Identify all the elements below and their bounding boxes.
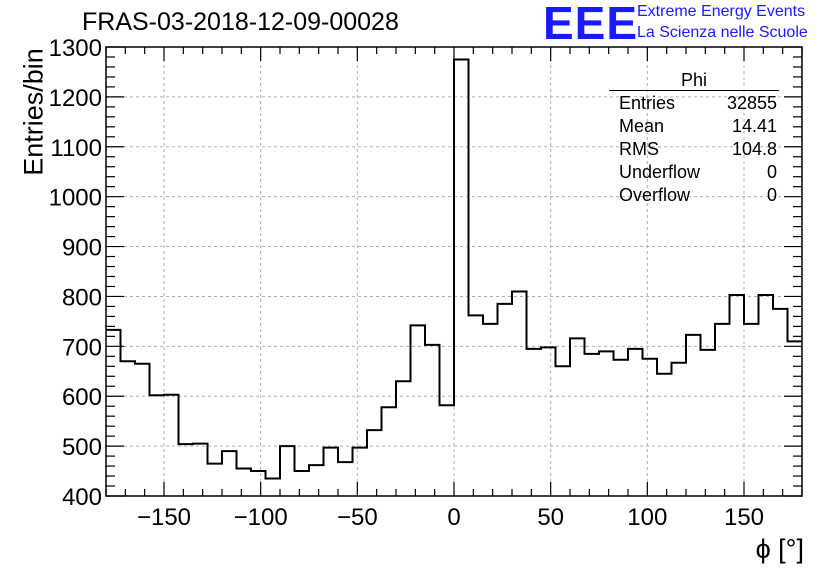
histogram-bin [164,395,179,496]
stats-label: Mean [619,116,665,136]
histogram-bin [527,349,542,496]
histogram-bin [266,479,281,496]
x-axis-label: ϕ [°] [755,534,804,564]
stats-row-underflow: Underflow 0 [609,161,779,184]
histogram-bin [367,430,382,496]
x-tick-label: 0 [447,504,460,531]
histogram-bin [744,324,759,496]
histogram-bin [411,325,426,496]
histogram-bin [295,471,310,496]
histogram-bin [541,347,556,496]
histogram-bin [222,451,237,496]
stats-value: 32855 [726,93,777,113]
histogram-bin [382,407,397,496]
y-axis-label: Entries/bin [18,48,49,176]
y-tick-label: 700 [62,334,102,361]
histogram-bin [483,324,498,496]
y-tick-label: 1300 [49,35,102,62]
histogram-bin [208,464,223,496]
stats-value: 14.41 [731,116,777,136]
y-tick-label: 1200 [49,85,102,112]
stats-label: Entries [619,93,676,113]
histogram-bin [672,363,687,496]
stats-row-entries: Entries 32855 [609,92,779,115]
histogram-bin [599,351,614,496]
histogram-bin [701,350,716,496]
histogram-bin [150,395,165,496]
stats-label: Overflow [619,185,691,205]
histogram-bin [237,469,252,496]
y-tick-label: 400 [62,484,102,511]
histogram-bin [715,324,730,496]
histogram-outline [106,58,802,480]
stats-divider [609,90,779,91]
stats-box: Phi Entries 32855 Mean 14.41 RMS 104.8 U… [609,70,779,207]
tick-labels: −150 −100 −50 0 50 100 150 400 500 600 700 800 900 10… [49,35,764,531]
histogram-bin [251,471,266,496]
histogram-bin [135,364,150,496]
y-tick-label: 800 [62,284,102,311]
histogram-bin [498,304,513,496]
histogram-bin [570,338,585,496]
histogram-bin [556,366,571,496]
histogram-bin [440,405,455,496]
y-tick-label: 1000 [49,185,102,212]
chart-title: FRAS-03-2018-12-09-00028 [82,8,399,36]
x-tick-label: −150 [137,504,191,531]
stats-label: Underflow [619,162,701,182]
histogram-bin [759,295,774,496]
histogram-bin [469,315,484,496]
x-tick-label: 150 [724,504,764,531]
stats-row-overflow: Overflow 0 [609,184,779,207]
eee-logo: EEE [543,0,639,49]
y-tick-label: 1100 [50,135,102,162]
histogram-bin [614,360,629,496]
histogram-bin [657,374,672,496]
histogram-bin [338,462,353,496]
x-tick-label: −50 [337,504,378,531]
stats-value: 0 [766,162,777,182]
stats-row-mean: Mean 14.41 [609,115,779,138]
stats-value: 104.8 [731,139,777,159]
y-tick-label: 900 [62,235,102,262]
histogram-bin [788,341,803,496]
axis-ticks [105,46,803,497]
logo-line-2: La Scienza nelle Scuole [637,24,808,41]
histogram-bin [280,446,295,496]
histogram-bin [512,291,527,496]
histogram-bin [179,444,194,496]
logo-line-1: Extreme Energy Events [637,3,806,20]
x-tick-label: −100 [234,504,288,531]
histogram-bin [396,381,411,496]
x-tick-label: 100 [627,504,667,531]
stats-title: Phi [680,70,707,90]
stats-label: RMS [619,139,659,159]
stats-value: 0 [766,185,777,205]
histogram-bin [773,309,788,496]
stats-row-rms: RMS 104.8 [609,138,779,161]
histogram-bin [730,295,745,496]
histogram-bin [425,345,440,496]
histogram-bin [454,59,469,496]
histogram-bin [686,335,701,496]
histogram-bin [193,444,208,496]
histogram-bin [643,359,658,496]
x-tick-label: 50 [537,504,564,531]
histogram-bin [628,349,643,496]
histogram-bin [121,361,136,496]
histogram-bin [585,354,600,496]
histogram-bin [324,448,339,496]
y-tick-label: 500 [62,434,102,461]
histogram-bars [106,58,803,496]
histogram-bin [309,465,324,496]
histogram-bin [106,330,121,496]
y-tick-label: 600 [62,384,102,411]
histogram-bin [353,448,368,496]
